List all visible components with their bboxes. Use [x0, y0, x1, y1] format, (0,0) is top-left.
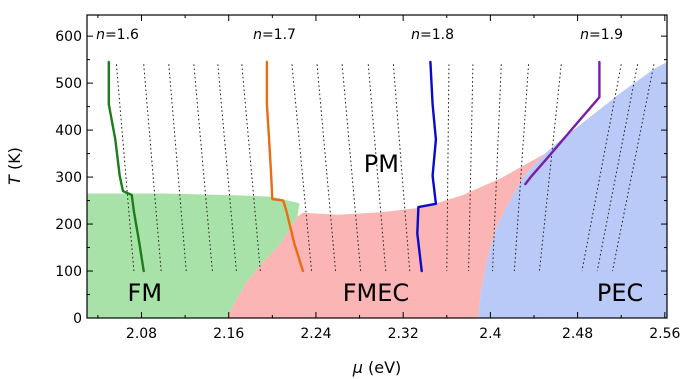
region-label-pec: PEC	[597, 279, 643, 307]
isoline-8	[341, 64, 362, 272]
isoline-10	[392, 64, 411, 272]
isoline-14	[513, 64, 530, 272]
plot-frame	[86, 14, 668, 319]
isoline-2	[168, 64, 187, 272]
y-tick-label: 200	[55, 217, 82, 233]
isoline-9	[367, 64, 387, 272]
isoline-5	[241, 64, 261, 272]
isoline-16	[581, 64, 622, 272]
x-ticks: 2.08 2.16 2.24 2.32 2.4 2.48 2.56	[97, 15, 680, 342]
region-label-fm: FM	[128, 279, 163, 307]
isoline-6	[291, 64, 313, 272]
x-tick-label: 2.16	[213, 326, 244, 342]
axes: 2.08 2.16 2.24 2.32 2.4 2.48 2.56 0 100 200 300 40…	[55, 14, 680, 342]
y-axis-label: T (K)	[5, 147, 24, 185]
isoline-15	[538, 64, 562, 272]
x-tick-label: 2.24	[300, 326, 331, 342]
chart-labels: FM FMEC PEC PM n=1.6 n=1.7 n=1.8 n=1.9	[96, 27, 643, 307]
region-fm	[87, 193, 300, 318]
series-label-n-1-6: n=1.6	[96, 27, 139, 43]
series-line-n-1-8	[416, 60, 438, 273]
region-label-fmec: FMEC	[343, 279, 409, 307]
series-line-n-1-7	[265, 60, 305, 273]
region-fmec	[226, 153, 545, 318]
isoline-13	[492, 64, 502, 272]
isoline-0	[115, 64, 135, 272]
y-tick-label: 400	[55, 123, 82, 139]
x-axis-label: μ (eV)	[352, 358, 402, 377]
isoline-17	[596, 64, 639, 272]
series-label-n-1-7: n=1.7	[253, 27, 296, 43]
phase-regions	[87, 62, 667, 318]
series-line-n-1-9	[524, 60, 601, 186]
series-label-n-1-9: n=1.9	[580, 27, 623, 43]
y-tick-label: 300	[55, 170, 82, 186]
x-tick-label: 2.32	[388, 326, 419, 342]
y-tick-label: 500	[55, 76, 82, 92]
isoline-4	[217, 64, 237, 272]
isoline-3	[193, 64, 213, 272]
y-tick-label: 100	[55, 264, 82, 280]
dotted-isolines	[115, 64, 655, 272]
y-tick-label: 0	[73, 311, 82, 327]
isoline-1	[143, 64, 162, 272]
isoline-7	[316, 64, 337, 272]
x-tick-label: 2.08	[126, 326, 157, 342]
region-pec	[478, 62, 667, 318]
isoline-11	[446, 64, 450, 272]
x-tick-label: 2.4	[479, 326, 501, 342]
isoline-12	[468, 64, 474, 272]
x-tick-label: 2.48	[562, 326, 593, 342]
y-tick-label: 600	[55, 29, 82, 45]
series-lines	[107, 60, 601, 273]
series-line-n-1-6	[107, 60, 145, 273]
isoline-18	[611, 64, 655, 272]
y-ticks: 0 100 200 300 400 500 600	[55, 29, 667, 327]
x-tick-label: 2.56	[649, 326, 680, 342]
region-label-pm: PM	[364, 150, 399, 178]
series-label-n-1-8: n=1.8	[411, 27, 454, 43]
